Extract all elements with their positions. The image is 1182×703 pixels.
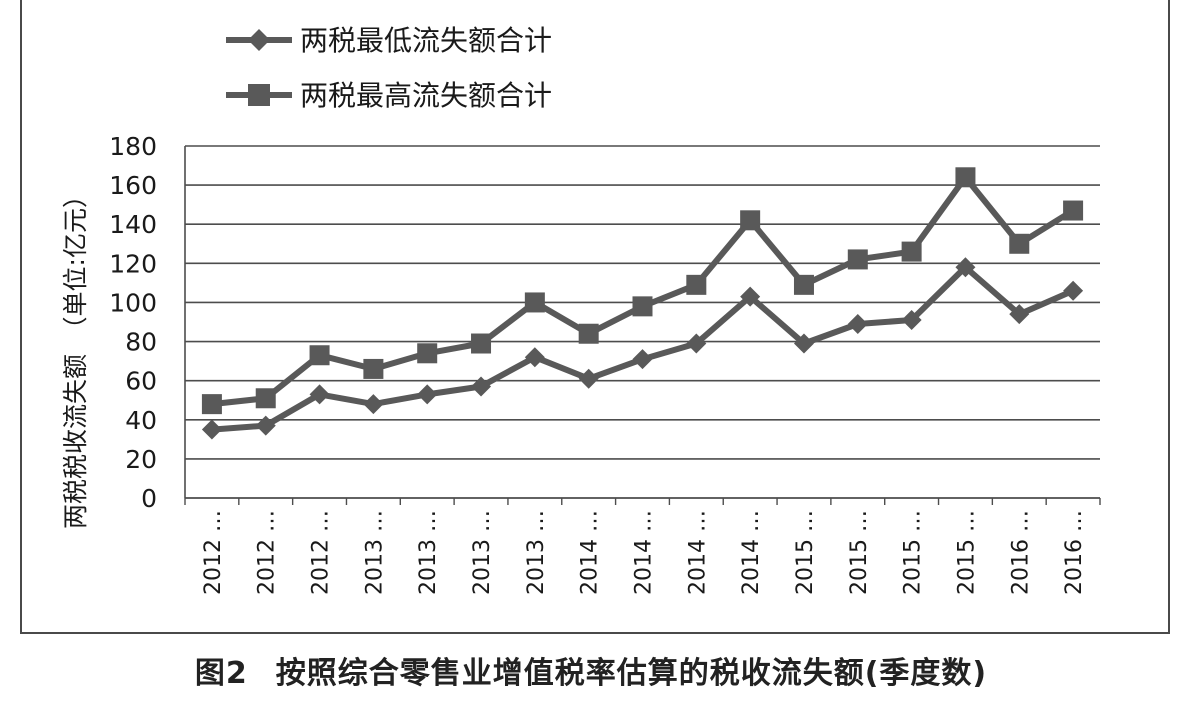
data-point-diamond: [363, 394, 384, 415]
chart-frame: [20, 0, 1170, 634]
figure-number: 图2: [194, 656, 248, 691]
x-tick-label: 2013 …: [470, 510, 495, 595]
data-point-square: [201, 394, 222, 415]
data-point-square: [471, 333, 492, 354]
x-tick-label: 2015 …: [901, 510, 926, 595]
data-point-diamond: [632, 349, 653, 370]
data-point-diamond: [955, 257, 976, 278]
x-tick-label: 2013 …: [416, 510, 441, 595]
data-point-square: [632, 296, 653, 317]
data-point-square: [740, 210, 761, 231]
x-tick-label: 2012 …: [309, 510, 334, 595]
y-tick-label: 160: [109, 171, 157, 200]
data-point-diamond: [686, 333, 707, 354]
data-point-diamond: [1063, 280, 1084, 301]
x-tick-label: 2016 …: [1008, 510, 1033, 595]
x-tick-label: 2016 …: [1062, 510, 1087, 595]
data-point-diamond: [1009, 304, 1030, 325]
y-tick-label: 60: [125, 367, 157, 396]
data-point-square: [1063, 200, 1084, 221]
x-tick-label: 2014 …: [632, 510, 657, 595]
legend-label: 两税最低流失额合计: [300, 24, 552, 57]
x-tick-label: 2014 …: [739, 510, 764, 595]
figure-caption: 图2 按照综合零售业增值税率估算的税收流失额(季度数): [0, 648, 1182, 692]
data-point-diamond: [417, 384, 438, 405]
series-line-1: [211, 264, 1075, 433]
data-point-square: [255, 388, 276, 409]
data-point-square: [1009, 233, 1030, 254]
data-point-diamond: [255, 415, 276, 436]
x-tick-label: 2012 …: [255, 510, 280, 595]
data-point-square: [309, 345, 330, 366]
data-point-square: [524, 292, 545, 313]
y-tick-label: 80: [125, 328, 157, 357]
y-tick-label: 20: [125, 445, 157, 474]
x-tick-label: 2015 …: [954, 510, 979, 595]
legend-marker-diamond: [248, 29, 270, 51]
data-point-square: [417, 343, 438, 364]
x-tick-label: 2014 …: [578, 510, 603, 595]
x-tick-label: 2013 …: [362, 510, 387, 595]
data-point-square: [847, 249, 868, 270]
x-tick-label: 2015 …: [793, 510, 818, 595]
data-point-square: [955, 167, 976, 188]
legend-marker-square: [248, 84, 270, 106]
data-point-diamond: [578, 368, 599, 389]
data-point-diamond: [471, 376, 492, 397]
data-point-square: [793, 274, 814, 295]
data-point-square: [901, 241, 922, 262]
data-point-diamond: [793, 333, 814, 354]
y-tick-label: 140: [109, 210, 157, 239]
data-point-diamond: [201, 419, 222, 440]
data-point-square: [578, 323, 599, 344]
y-tick-label: 180: [109, 132, 157, 161]
data-point-diamond: [309, 384, 330, 405]
data-point-diamond: [740, 286, 761, 307]
data-point-square: [686, 274, 707, 295]
legend-label: 两税最高流失额合计: [300, 79, 552, 112]
figure-title: 按照综合零售业增值税率估算的税收流失额(季度数): [275, 656, 988, 691]
data-point-diamond: [847, 313, 868, 334]
y-tick-label: 40: [125, 406, 157, 435]
x-tick-label: 2012 …: [201, 510, 226, 595]
y-tick-label: 100: [109, 288, 157, 317]
x-tick-label: 2013 …: [524, 510, 549, 595]
x-tick-label: 2015 …: [847, 510, 872, 595]
data-point-diamond: [901, 310, 922, 331]
x-tick-label: 2014 …: [685, 510, 710, 595]
chart: 0 20 40 60 80 100 120 140 160 180 2012 … 2012 … 2012…: [61, 24, 1101, 595]
data-point-diamond: [524, 347, 545, 368]
y-tick-label: 0: [141, 484, 157, 513]
y-axis-title: 两税税收流失额 （单位:亿元）: [61, 183, 90, 529]
y-tick-label: 120: [109, 249, 157, 278]
data-point-square: [363, 358, 384, 379]
